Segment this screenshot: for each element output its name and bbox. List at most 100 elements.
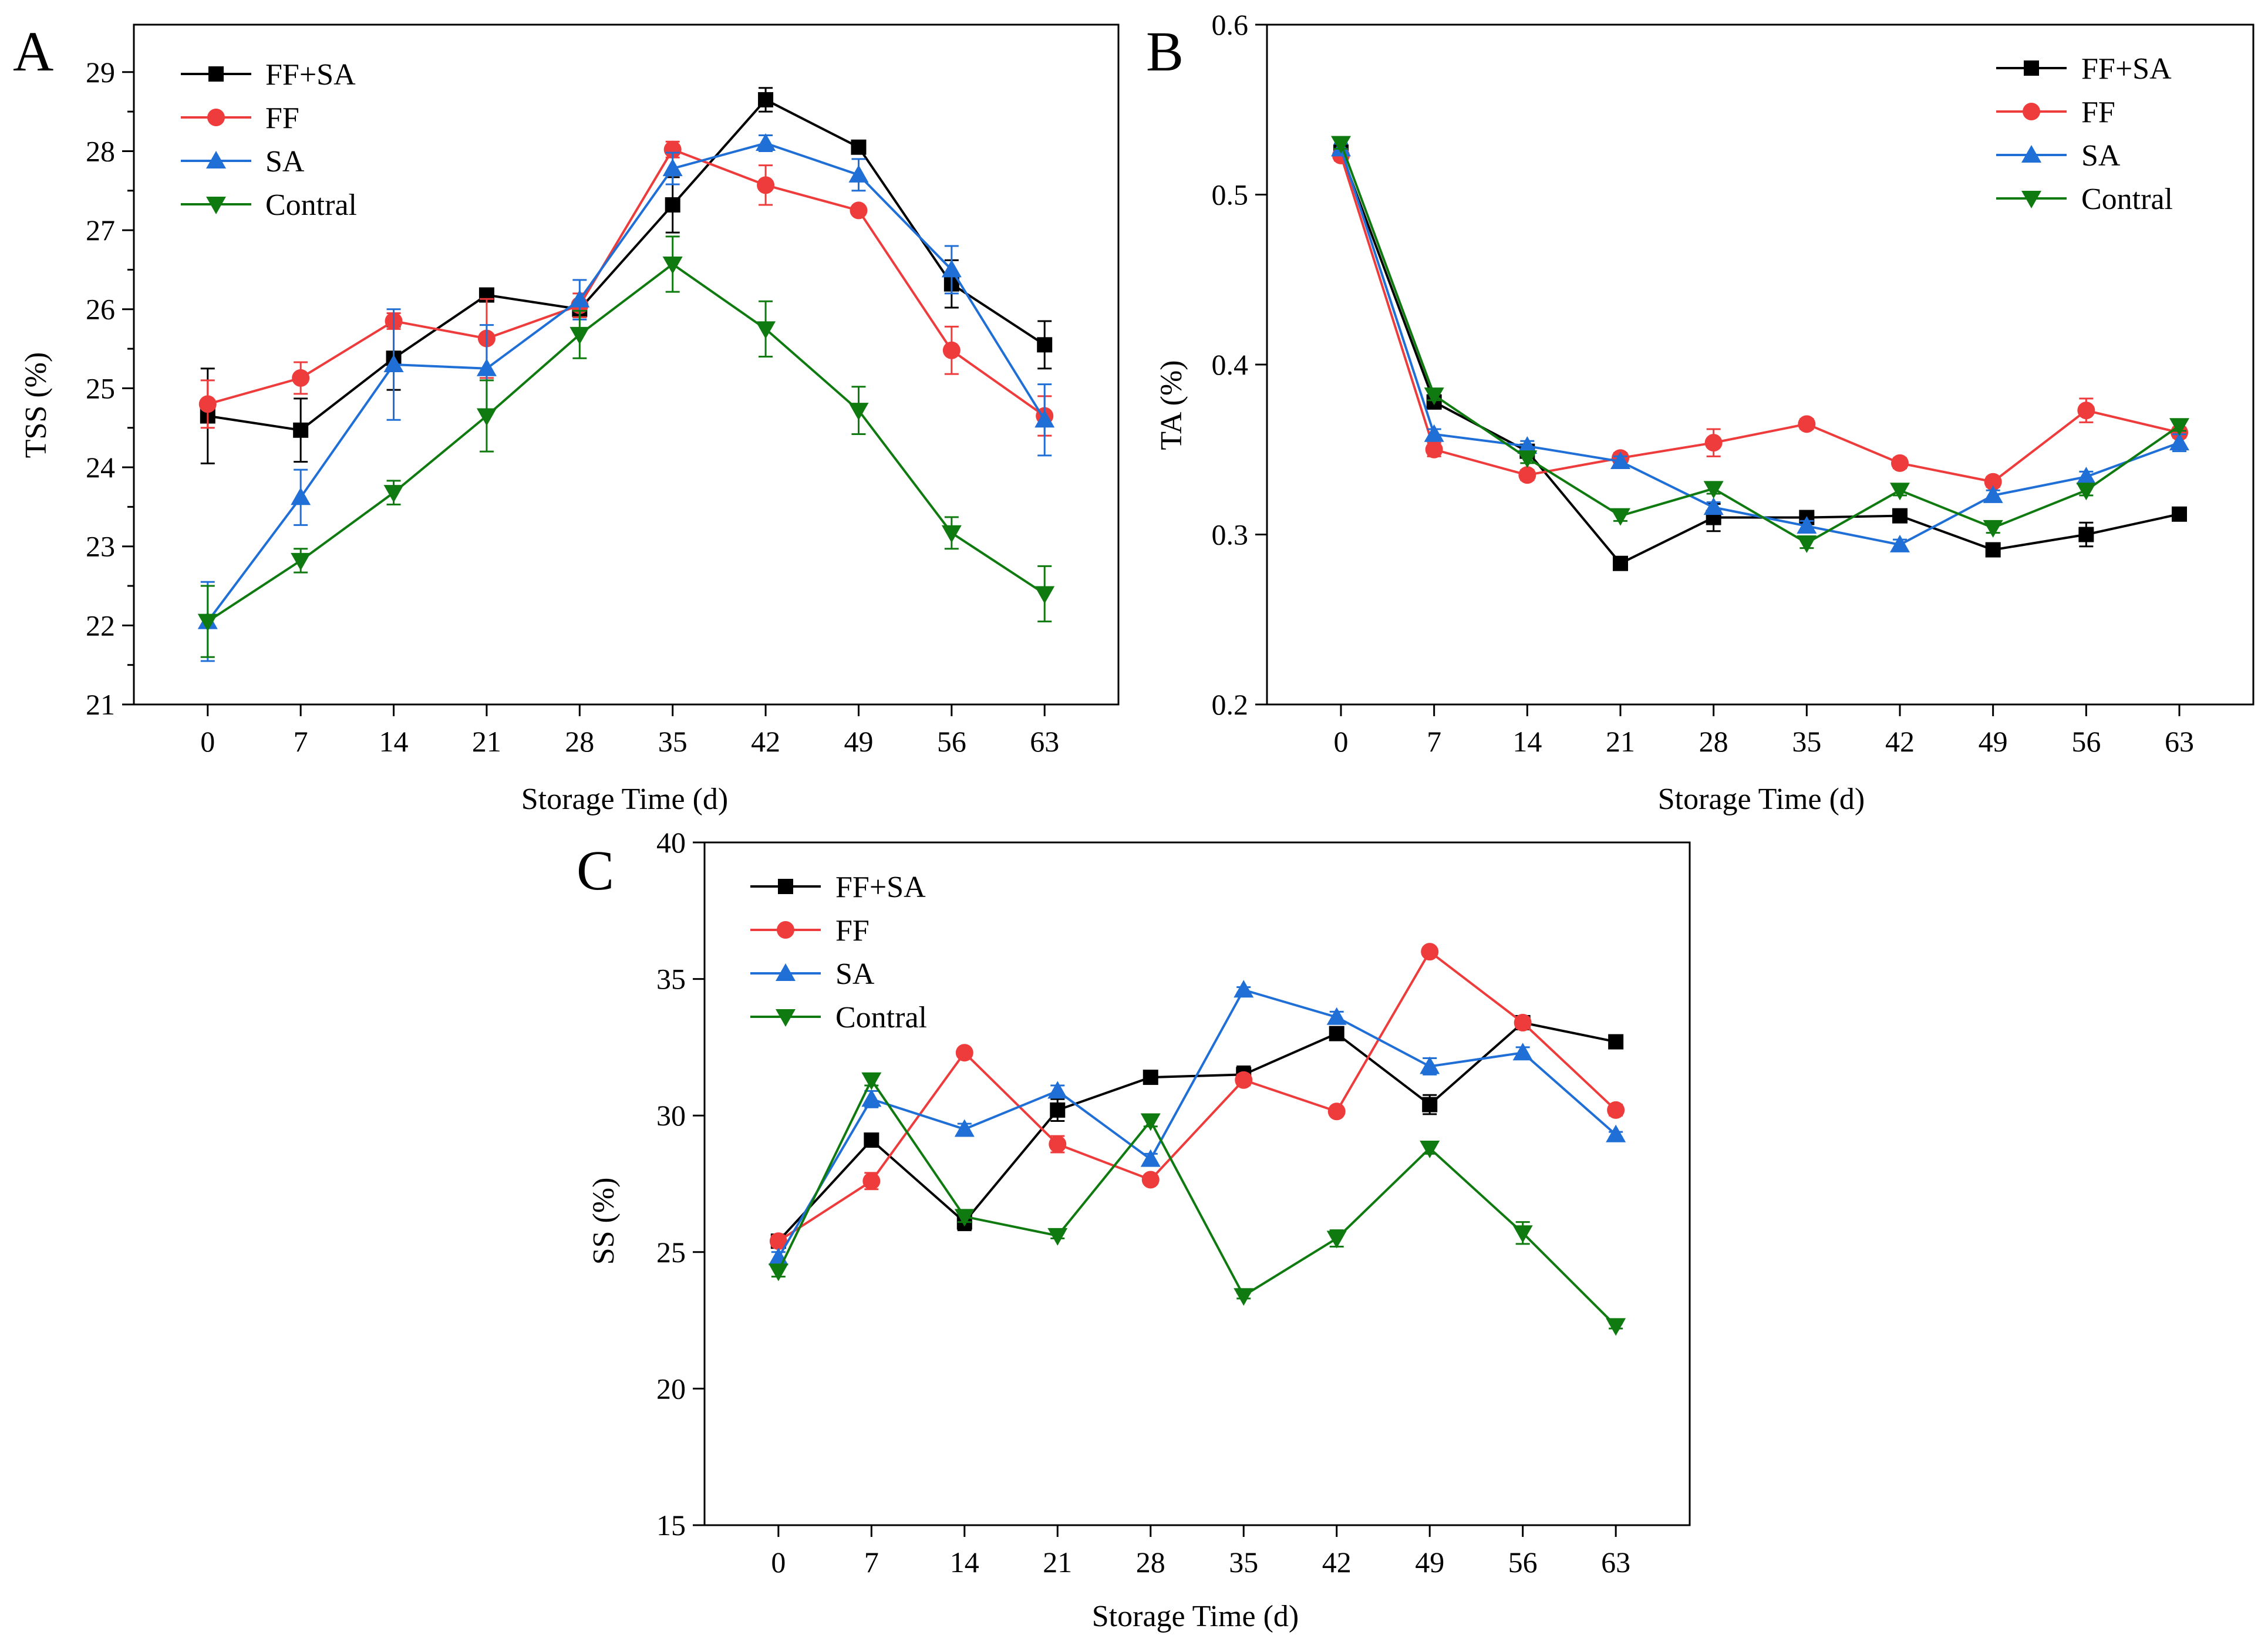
y-tick-label: 22 <box>86 609 115 642</box>
data-point <box>1983 485 2003 503</box>
y-tick-label: 29 <box>86 56 115 89</box>
legend-marker <box>206 151 226 168</box>
x-tick-label: 63 <box>1030 725 1059 758</box>
data-point <box>848 164 869 183</box>
legend-label: FF <box>835 914 870 948</box>
y-axis-title-c: SS (%) <box>587 1178 621 1265</box>
data-point <box>756 321 776 339</box>
data-point <box>383 485 404 503</box>
data-point <box>1421 943 1439 961</box>
x-tick-label: 42 <box>751 725 780 758</box>
data-point <box>197 613 218 632</box>
data-point <box>1327 1102 1346 1121</box>
series-contral <box>768 1072 1626 1336</box>
panel-c-ss-chart: C Storage Time (d) SS (%) 15 20 25 30 35 40 0 7… <box>577 826 1691 1633</box>
x-tick-label: 56 <box>2071 725 2101 758</box>
y-tick-label: 0.2 <box>1212 688 1249 721</box>
data-point <box>383 355 404 372</box>
legend-label: Contral <box>835 1001 927 1034</box>
data-point <box>1798 415 1816 433</box>
x-tick-label: 28 <box>565 725 594 758</box>
series-line <box>1340 148 2180 546</box>
y-tick-label: 21 <box>86 688 115 721</box>
x-tick-label: 0 <box>1334 725 1349 758</box>
y-tick-label: 35 <box>656 963 686 996</box>
x-tick-label: 28 <box>1136 1546 1165 1579</box>
x-tick-label: 7 <box>864 1546 879 1579</box>
legend-label: SA <box>2081 139 2121 173</box>
x-tick-label: 49 <box>1979 725 2008 758</box>
series-sa <box>1331 139 2189 552</box>
x-tick-label: 14 <box>379 725 409 758</box>
legend: FF+SA FF SA Contral <box>181 58 357 222</box>
x-tick-label: 7 <box>294 725 308 758</box>
legend-marker <box>2021 145 2041 163</box>
series-contral <box>197 235 1055 658</box>
data-point <box>1049 1135 1067 1154</box>
x-tick-label: 42 <box>1885 725 1915 758</box>
x-axis-title-a: Storage Time (d) <box>521 783 728 816</box>
y-tick-label: 23 <box>86 530 115 563</box>
data-point <box>1235 1071 1253 1089</box>
data-point <box>954 1209 975 1227</box>
data-point <box>2169 418 2189 436</box>
data-point <box>851 139 867 155</box>
data-point <box>1420 1141 1440 1159</box>
data-point <box>850 201 868 220</box>
data-point <box>1047 1228 1068 1246</box>
data-point <box>1606 1318 1626 1336</box>
legend-label: FF+SA <box>835 871 926 904</box>
data-point <box>1610 451 1630 470</box>
data-point <box>1047 1081 1068 1099</box>
series-line <box>777 988 1617 1259</box>
series-line <box>1340 155 2180 483</box>
series-line <box>777 1077 1617 1327</box>
data-point <box>1890 483 1910 501</box>
x-tick-label: 49 <box>1415 1546 1444 1579</box>
legend-label: FF <box>265 102 299 135</box>
data-point <box>757 176 775 194</box>
data-point <box>1983 520 2003 538</box>
x-tick-label: 7 <box>1427 725 1441 758</box>
legend-marker <box>777 921 794 939</box>
data-point <box>941 259 962 278</box>
data-point <box>293 422 309 438</box>
x-tick-label: 14 <box>950 1546 979 1579</box>
data-point <box>1422 1097 1438 1112</box>
x-tick-label: 0 <box>200 725 215 758</box>
data-point <box>1608 1034 1624 1050</box>
series-line <box>777 950 1617 1242</box>
series-line <box>1340 143 2181 545</box>
data-point <box>2076 467 2097 485</box>
data-point <box>291 552 311 571</box>
data-point <box>2076 483 2097 501</box>
y-tick-label: 27 <box>86 214 115 247</box>
y-tick-label: 24 <box>86 451 115 484</box>
series-line <box>207 141 1046 622</box>
series-ff-sa <box>770 1015 1624 1249</box>
legend-label: Contral <box>2081 183 2173 216</box>
y-tick-label: 0.3 <box>1212 518 1249 551</box>
panel-label-b: B <box>1146 20 1184 83</box>
series-ff <box>769 943 1625 1250</box>
data-point <box>1517 436 1538 454</box>
x-tick-label: 0 <box>771 1546 786 1579</box>
panel-label-c: C <box>577 839 614 902</box>
data-point <box>1141 1171 1160 1189</box>
data-point <box>1140 1149 1161 1167</box>
series-ff-sa <box>1333 144 2187 571</box>
data-point <box>1140 1113 1161 1131</box>
data-point <box>476 358 497 376</box>
x-tick-label: 21 <box>1606 725 1635 758</box>
data-point <box>2078 527 2094 542</box>
data-point <box>1892 508 1908 524</box>
x-tick-label: 21 <box>1043 1546 1072 1579</box>
legend-label: FF <box>2081 96 2115 129</box>
x-axis-title-b: Storage Time (d) <box>1658 783 1865 816</box>
data-point <box>769 1232 787 1250</box>
data-point <box>1424 387 1444 406</box>
panel-b-ta-chart: B Storage Time (d) TA (%) 0.2 0.3 0.4 0.5 0.… <box>1146 8 2254 816</box>
data-point <box>1034 410 1055 428</box>
data-point <box>663 140 682 159</box>
data-point <box>662 256 683 274</box>
